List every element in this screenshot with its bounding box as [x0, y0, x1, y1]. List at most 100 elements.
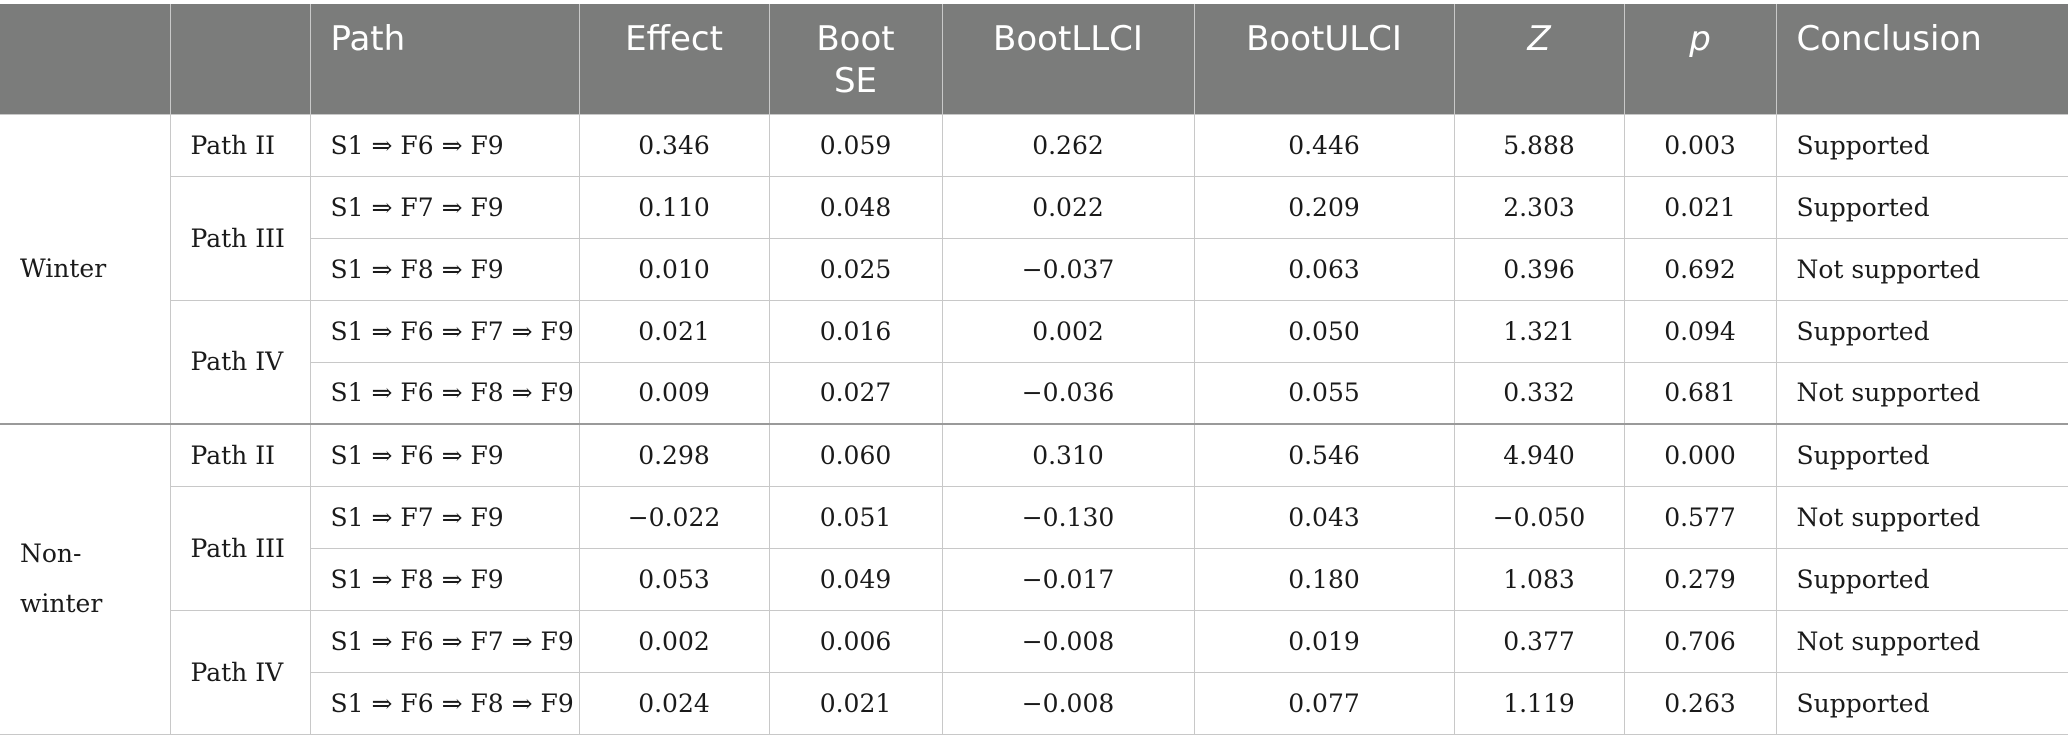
- table-row: Path III S1 ⇒ F7 ⇒ F9 0.110 0.048 0.022 …: [0, 175, 2068, 301]
- path-cell: S1 ⇒ F6 ⇒ F9: [309, 423, 580, 487]
- z-cell: 5.888: [1453, 113, 1625, 177]
- llci-cell: −0.008: [941, 609, 1195, 673]
- ulci-cell: 0.077: [1193, 671, 1455, 735]
- conclusion-cell: Supported: [1775, 423, 2068, 487]
- llci-cell: −0.036: [941, 361, 1195, 425]
- results-table: Path Effect Boot SE BootLLCI BootULCI Z p…: [0, 4, 2068, 735]
- effect-cell: −0.022: [578, 485, 770, 549]
- effect-cell: 0.009: [578, 361, 770, 425]
- table-row: S1 ⇒ F8 ⇒ F9 0.053 0.049 −0.017 0.180 1.…: [0, 547, 2068, 611]
- bootse-cell: 0.048: [768, 175, 943, 239]
- header-bootllci: BootLLCI: [941, 4, 1194, 114]
- path-cell: S1 ⇒ F6 ⇒ F8 ⇒ F9: [310, 361, 580, 425]
- llci-cell: 0.262: [941, 113, 1195, 177]
- header-path-group: [169, 4, 310, 114]
- conclusion-cell: Not supported: [1775, 485, 2068, 549]
- ulci-cell: 0.546: [1193, 423, 1455, 487]
- path-group-cell: Path IV: [170, 299, 311, 425]
- p-cell: 0.706: [1623, 609, 1777, 673]
- ulci-cell: 0.050: [1193, 299, 1455, 363]
- conclusion-cell: Not supported: [1775, 609, 2068, 673]
- z-cell: 0.332: [1453, 361, 1625, 425]
- effect-cell: 0.024: [578, 671, 770, 735]
- table-row: Winter Path II S1 ⇒ F6 ⇒ F9 0.346 0.059 …: [0, 113, 2068, 425]
- path-cell: S1 ⇒ F7 ⇒ F9: [309, 485, 580, 549]
- effect-cell: 0.110: [578, 175, 770, 239]
- header-conclusion: Conclusion: [1775, 4, 2068, 114]
- bootse-cell: 0.006: [768, 609, 943, 673]
- conclusion-cell: Supported: [1775, 113, 2068, 177]
- ulci-cell: 0.209: [1193, 175, 1455, 239]
- path-group-cell: Path II: [169, 423, 311, 487]
- conclusion-cell: Supported: [1775, 299, 2068, 363]
- p-cell: 0.094: [1623, 299, 1777, 363]
- bootse-cell: 0.025: [768, 237, 943, 301]
- bootse-cell: 0.060: [768, 423, 943, 487]
- season-label-line1: Winter: [20, 253, 107, 283]
- table-row: S1 ⇒ F6 ⇒ F8 ⇒ F9 0.024 0.021 −0.008 0.0…: [0, 671, 2068, 735]
- path-cell: S1 ⇒ F6 ⇒ F9: [309, 113, 580, 177]
- header-boot-se-line1: Boot: [816, 19, 895, 59]
- bootse-cell: 0.021: [768, 671, 943, 735]
- ulci-cell: 0.446: [1193, 113, 1455, 177]
- p-cell: 0.681: [1623, 361, 1777, 425]
- p-cell: 0.021: [1623, 175, 1777, 239]
- effect-cell: 0.298: [578, 423, 770, 487]
- llci-cell: −0.130: [941, 485, 1195, 549]
- path-cell: S1 ⇒ F7 ⇒ F9: [309, 175, 580, 239]
- bootse-cell: 0.027: [768, 361, 943, 425]
- z-cell: 2.303: [1453, 175, 1625, 239]
- bootse-cell: 0.059: [768, 113, 943, 177]
- p-cell: 0.000: [1623, 423, 1777, 487]
- path-cell: S1 ⇒ F8 ⇒ F9: [310, 547, 580, 611]
- conclusion-cell: Not supported: [1775, 237, 2068, 301]
- p-cell: 0.003: [1623, 113, 1777, 177]
- path-group-cell: Path II: [169, 113, 311, 177]
- path-cell: S1 ⇒ F6 ⇒ F7 ⇒ F9: [309, 299, 580, 363]
- path-cell: S1 ⇒ F6 ⇒ F7 ⇒ F9: [309, 609, 580, 673]
- effect-cell: 0.021: [578, 299, 770, 363]
- llci-cell: −0.017: [941, 547, 1195, 611]
- effect-cell: 0.053: [578, 547, 770, 611]
- ulci-cell: 0.055: [1193, 361, 1455, 425]
- path-cell: S1 ⇒ F8 ⇒ F9: [310, 237, 580, 301]
- season-cell-non-winter: Non-winter: [0, 423, 171, 735]
- header-boot-se-line2: SE: [833, 61, 878, 101]
- header-season: [0, 4, 170, 114]
- path-cell: S1 ⇒ F6 ⇒ F8 ⇒ F9: [310, 671, 580, 735]
- ulci-cell: 0.063: [1193, 237, 1455, 301]
- p-cell: 0.577: [1623, 485, 1777, 549]
- ulci-cell: 0.043: [1193, 485, 1455, 549]
- z-cell: 4.940: [1453, 423, 1625, 487]
- header-z: Z: [1453, 4, 1624, 114]
- header-p: p: [1623, 4, 1776, 114]
- effect-cell: 0.346: [578, 113, 770, 177]
- table-row: Non-winter Path II S1 ⇒ F6 ⇒ F9 0.298 0.…: [0, 423, 2068, 735]
- llci-cell: 0.002: [941, 299, 1195, 363]
- path-group-cell: Path IV: [170, 609, 311, 735]
- conclusion-cell: Not supported: [1775, 361, 2068, 425]
- conclusion-cell: Supported: [1775, 175, 2068, 239]
- table-body: Winter Path II S1 ⇒ F6 ⇒ F9 0.346 0.059 …: [0, 113, 2068, 735]
- table-row: Path III S1 ⇒ F7 ⇒ F9 −0.022 0.051 −0.13…: [0, 485, 2068, 611]
- z-cell: 1.321: [1453, 299, 1625, 363]
- table-row: Path IV S1 ⇒ F6 ⇒ F7 ⇒ F9 0.002 0.006 −0…: [0, 609, 2068, 735]
- table-row: S1 ⇒ F6 ⇒ F8 ⇒ F9 0.009 0.027 −0.036 0.0…: [0, 361, 2068, 425]
- season-label-line1: Non-: [20, 539, 82, 569]
- p-cell: 0.279: [1623, 547, 1777, 611]
- table-row: S1 ⇒ F8 ⇒ F9 0.010 0.025 −0.037 0.063 0.…: [0, 237, 2068, 301]
- z-cell: 1.083: [1453, 547, 1625, 611]
- ulci-cell: 0.019: [1193, 609, 1455, 673]
- table-header: Path Effect Boot SE BootLLCI BootULCI Z p…: [0, 4, 2068, 114]
- z-cell: −0.050: [1453, 485, 1625, 549]
- table-row: Path IV S1 ⇒ F6 ⇒ F7 ⇒ F9 0.021 0.016 0.…: [0, 299, 2068, 425]
- season-label-line2: winter: [20, 589, 103, 619]
- llci-cell: −0.037: [941, 237, 1195, 301]
- bootse-cell: 0.016: [768, 299, 943, 363]
- header-bootulci: BootULCI: [1193, 4, 1454, 114]
- bootse-cell: 0.049: [768, 547, 943, 611]
- llci-cell: 0.310: [941, 423, 1195, 487]
- conclusion-cell: Supported: [1775, 547, 2068, 611]
- effect-cell: 0.002: [578, 609, 770, 673]
- conclusion-cell: Supported: [1775, 671, 2068, 735]
